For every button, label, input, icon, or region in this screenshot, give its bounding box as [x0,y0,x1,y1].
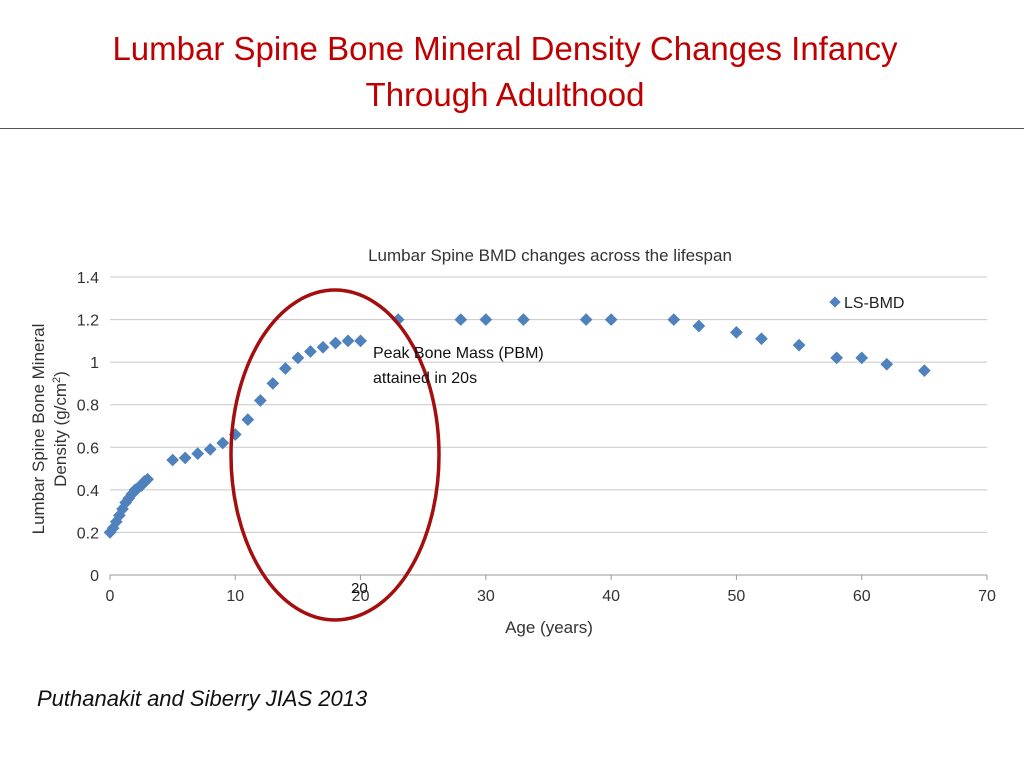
data-point [279,362,292,375]
x-tick-label: 30 [477,588,495,605]
chart-title: Lumbar Spine BMD changes across the life… [368,246,732,265]
data-point [730,325,743,339]
y-tick-label: 1.2 [77,313,99,330]
y-axis-label-superscript: 2 [51,377,63,383]
data-point [792,338,806,352]
pbm-annotation: Peak Bone Mass (PBM) attained in 20s [373,341,544,391]
y-tick-label: 1.4 [77,270,99,287]
grid-layer [109,276,988,580]
data-point [266,377,280,390]
y-tick-label: 0 [90,568,99,585]
y-axis-label-close: ) [51,371,70,377]
data-point [667,313,681,326]
x-tick-labels: 0 10 20 30 40 50 60 70 [106,588,996,605]
legend: LS-BMD [829,295,904,312]
slide-title: Lumbar Spine Bone Mineral Density Change… [40,26,970,118]
data-point [304,345,317,358]
data-point [316,340,330,354]
x-tick-label: 50 [728,588,746,605]
data-point [692,319,706,333]
data-point [191,447,205,461]
legend-label: LS-BMD [844,295,904,312]
y-tick-label: 1 [90,355,99,372]
data-point [329,336,342,350]
slide-title-line-2: Through Adulthood [365,76,645,113]
data-point [917,364,931,378]
x-tick-label: 40 [602,588,620,605]
data-point [178,451,192,465]
legend-marker [829,296,841,308]
data-point [291,351,305,365]
y-axis-label-text: Density (g/cm [51,383,70,487]
y-tick-labels: 0 0.2 0.4 0.6 0.8 1 1.2 1.4 [77,270,99,585]
data-point [216,436,230,450]
data-point [579,313,593,326]
x-tick-label: 10 [226,588,244,605]
x-tick-label: 70 [978,588,996,605]
data-point [241,413,255,426]
age-20-marker-label: 20 [351,580,368,597]
x-tick-label: 0 [106,588,115,605]
pbm-annotation-line-1: Peak Bone Mass (PBM) [373,345,544,362]
data-point [454,313,468,326]
data-point [755,332,768,346]
y-tick-label: 0.6 [77,440,99,457]
pbm-highlight-ellipse [229,288,441,622]
data-point [203,443,217,456]
data-point [354,334,367,348]
data-point [341,334,355,348]
data-point [604,313,618,326]
y-tick-label: 0.2 [77,525,99,542]
slide-title-line-1: Lumbar Spine Bone Mineral Density Change… [112,30,898,67]
data-point [166,453,180,467]
data-point [880,357,894,371]
data-point [479,313,493,326]
x-tick-label: 60 [853,588,871,605]
y-axis-label-line-1: Lumbar Spine Bone Mineral [29,324,48,535]
citation: Puthanakit and Siberry JIAS 2013 [37,686,368,711]
y-axis-label-line-2: Density (g/cm2) [51,371,70,487]
y-axis-label-group: Lumbar Spine Bone Mineral Density (g/cm2… [29,324,70,535]
data-point [517,313,530,326]
pbm-annotation-line-2: attained in 20s [373,370,478,387]
y-tick-label: 0.8 [77,398,99,415]
x-tick-label: 20 [352,588,370,605]
y-tick-label: 0.4 [77,483,99,500]
x-axis-label: Age (years) [505,618,593,637]
data-point [141,472,154,486]
title-divider [0,128,1024,129]
